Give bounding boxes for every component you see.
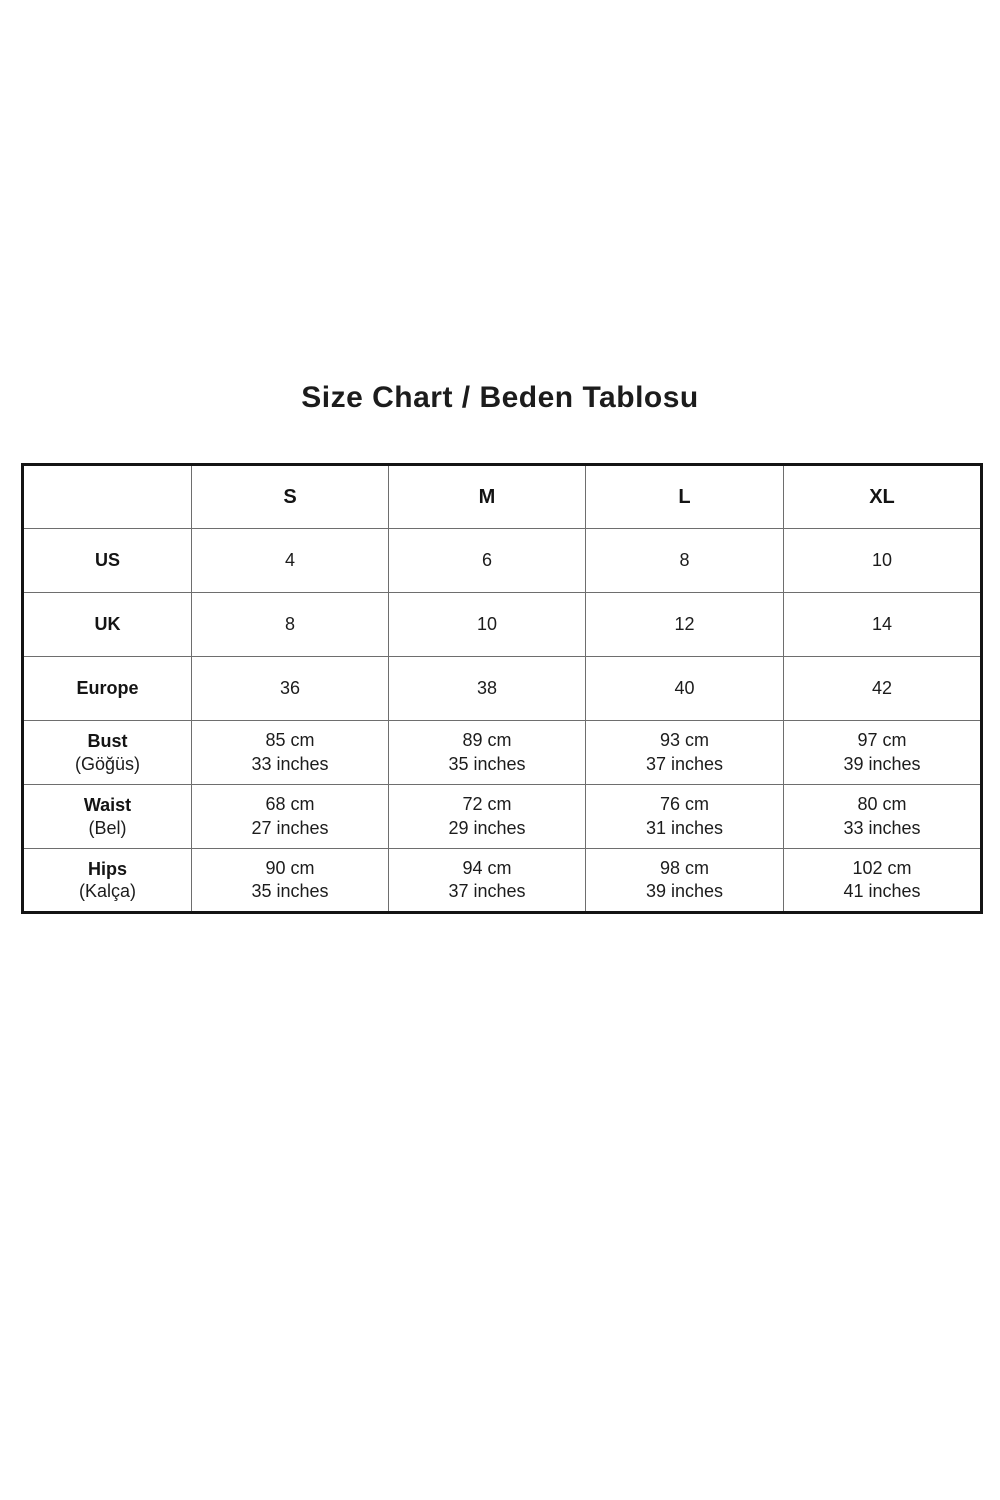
table-cell: 14	[783, 592, 982, 657]
table-cell: 38	[388, 656, 586, 721]
table-cell: 93 cm 37 inches	[585, 720, 784, 785]
row-label-text: Waist	[83, 795, 132, 815]
row-label-us: US	[22, 528, 192, 593]
table-cell: 102 cm 41 inches	[783, 848, 982, 913]
row-label-text: Bust	[87, 731, 128, 751]
row-label-text: Hips	[87, 858, 127, 879]
table-cell: 36	[191, 656, 389, 721]
table-cell: 10	[783, 528, 982, 593]
table-cell: 90 cm 35 inches	[191, 848, 389, 913]
table-cell: 12	[585, 592, 784, 657]
corner-cell	[22, 464, 192, 529]
table-cell: 8	[585, 528, 784, 593]
table-cell: 68 cm 27 inches	[191, 784, 389, 849]
table-cell: 98 cm 39 inches	[585, 848, 784, 913]
row-label-text: Europe	[76, 678, 139, 699]
table-row-europe: Europe 36 38 40 42	[22, 656, 982, 721]
column-header-l: L	[585, 464, 784, 529]
table-cell: 6	[388, 528, 586, 593]
table-cell: 89 cm 35 inches	[388, 720, 586, 785]
table-cell: 97 cm 39 inches	[783, 720, 982, 785]
table-cell: 4	[191, 528, 389, 593]
table-row-uk: UK 8 10 12 14	[22, 592, 982, 657]
row-label-bust: Bust (Göğüs)	[22, 720, 192, 785]
row-label-waist: Waist (Bel)	[22, 784, 192, 849]
table-cell: 42	[783, 656, 982, 721]
table-cell: 76 cm 31 inches	[585, 784, 784, 849]
row-sublabel-text: (Kalça)	[78, 881, 136, 901]
row-label-text: UK	[94, 614, 121, 635]
table-cell: 72 cm 29 inches	[388, 784, 586, 849]
table-cell: 85 cm 33 inches	[191, 720, 389, 785]
table-cell: 10	[388, 592, 586, 657]
row-label-europe: Europe	[22, 656, 192, 721]
column-header-xl: XL	[783, 464, 982, 529]
row-label-text: US	[94, 550, 120, 571]
row-sublabel-text: (Bel)	[88, 817, 127, 838]
column-header-m: M	[388, 464, 586, 529]
size-chart-table: S M L XL US 4 6 8 10 UK 8 10	[21, 463, 983, 914]
table-row-us: US 4 6 8 10	[22, 528, 982, 593]
table-cell: 80 cm 33 inches	[783, 784, 982, 849]
table-header-row: S M L XL	[22, 464, 982, 529]
row-label-uk: UK	[22, 592, 192, 657]
row-label-hips: Hips (Kalça)	[22, 848, 192, 913]
table-row-bust: Bust (Göğüs) 85 cm 33 inches 89 cm 35 in…	[22, 720, 982, 785]
page-title: Size Chart / Beden Tablosu	[301, 381, 699, 414]
table-row-waist: Waist (Bel) 68 cm 27 inches 72 cm 29 inc…	[22, 784, 982, 849]
table-cell: 94 cm 37 inches	[388, 848, 586, 913]
table-cell: 40	[585, 656, 784, 721]
column-header-s: S	[191, 464, 389, 529]
table-cell: 8	[191, 592, 389, 657]
row-sublabel-text: (Göğüs)	[74, 753, 141, 774]
table-row-hips: Hips (Kalça) 90 cm 35 inches 94 cm 37 in…	[22, 848, 982, 913]
